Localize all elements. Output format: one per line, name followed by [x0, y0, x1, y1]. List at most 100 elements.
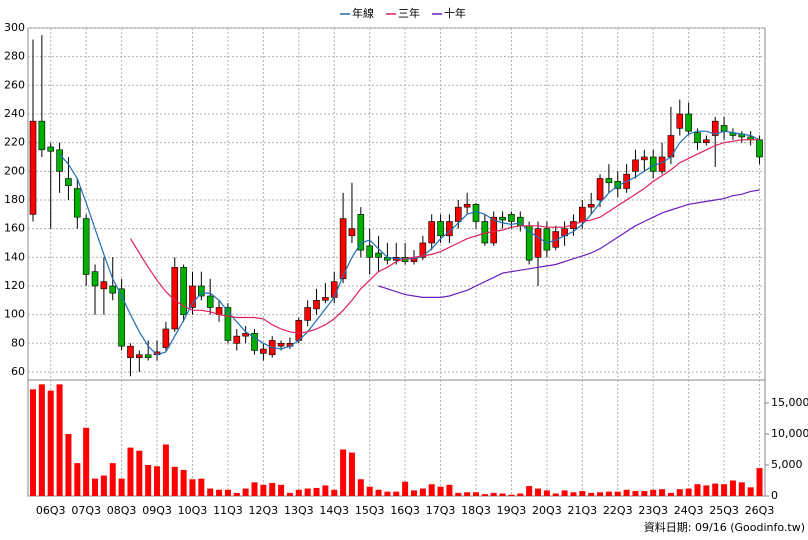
- candle-body: [189, 285, 196, 308]
- candle-body: [330, 281, 338, 298]
- x-tick-label: 19Q3: [497, 504, 527, 517]
- candle-body: [251, 332, 258, 351]
- candle-body: [91, 271, 99, 287]
- candle-body: [437, 221, 444, 237]
- candle-body: [614, 181, 622, 189]
- volume-bar: [154, 466, 161, 496]
- volume-bar: [614, 491, 621, 496]
- volume-bar: [650, 489, 657, 496]
- volume-bar: [632, 491, 639, 496]
- candle-body: [260, 348, 267, 354]
- volume-tick-label: 10,000: [771, 427, 808, 440]
- candle-body: [206, 295, 214, 308]
- volume-bar: [729, 480, 736, 496]
- candle-body: [198, 285, 205, 297]
- volume-bar: [171, 466, 178, 496]
- candle-body: [756, 139, 763, 158]
- candle-body: [454, 206, 462, 222]
- candle-body: [348, 228, 356, 237]
- candle-body: [658, 156, 666, 172]
- volume-bar: [703, 485, 710, 496]
- volume-bar: [278, 484, 285, 496]
- y-tick-label: 140: [4, 250, 25, 263]
- volume-bar: [499, 493, 506, 496]
- y-tick-label: 300: [4, 21, 25, 34]
- volume-bar: [419, 488, 426, 496]
- candle-body: [304, 307, 311, 321]
- volume-tick-label: 0: [771, 489, 778, 502]
- volume-bar: [641, 491, 648, 496]
- volume-bar: [269, 482, 276, 496]
- candle-body: [242, 332, 249, 337]
- x-tick-label: 20Q3: [532, 504, 562, 517]
- x-tick-label: 15Q3: [355, 504, 385, 517]
- candle-body: [711, 120, 719, 136]
- x-tick-label: 14Q3: [319, 504, 349, 517]
- x-tick-label: 26Q3: [745, 504, 775, 517]
- ma-line: [378, 189, 760, 298]
- volume-bar: [180, 469, 187, 496]
- volume-bar: [313, 487, 320, 496]
- candle-body: [100, 281, 108, 290]
- volume-bar: [322, 485, 329, 496]
- x-tick-label: 18Q3: [461, 504, 491, 517]
- candle-body: [109, 285, 117, 294]
- ma-line: [59, 130, 760, 356]
- volume-bar: [162, 444, 169, 496]
- candle-body: [508, 214, 515, 222]
- volume-bar: [623, 489, 630, 496]
- candle-body: [277, 343, 285, 347]
- candle-body: [676, 113, 684, 129]
- x-tick-label: 13Q3: [284, 504, 314, 517]
- x-tick-label: 10Q3: [178, 504, 208, 517]
- volume-bar: [756, 468, 763, 496]
- volume-bar: [552, 493, 559, 496]
- x-tick-label: 23Q3: [638, 504, 668, 517]
- legend-label: 年線: [352, 6, 374, 20]
- y-tick-label: 200: [4, 164, 25, 177]
- volume-bar: [473, 492, 479, 496]
- volume-bar: [535, 488, 542, 496]
- x-tick-label: 12Q3: [249, 504, 279, 517]
- volume-bar: [38, 384, 45, 496]
- x-tick-label: 25Q3: [709, 504, 739, 517]
- volume-bar: [251, 482, 258, 496]
- candle-body: [74, 188, 81, 218]
- volume-bar: [481, 494, 488, 496]
- candle-body: [339, 218, 347, 280]
- volume-bar: [464, 492, 471, 496]
- volume-bar: [543, 490, 550, 496]
- volume-bar: [738, 482, 745, 496]
- x-tick-label: 22Q3: [603, 504, 633, 517]
- volume-bar: [685, 488, 692, 496]
- volume-bar: [579, 491, 586, 496]
- volume-bar: [198, 478, 205, 496]
- volume-bar: [242, 488, 249, 496]
- volume-bar: [216, 489, 223, 496]
- candle-body: [118, 288, 125, 347]
- candle-body: [463, 203, 471, 208]
- x-tick-label: 06Q3: [36, 504, 66, 517]
- candle-body: [366, 245, 373, 258]
- candle-body: [605, 178, 613, 184]
- candle-body: [56, 149, 63, 172]
- candle-body: [534, 228, 542, 258]
- volume-bar: [694, 484, 701, 496]
- volume-bar: [659, 489, 666, 496]
- volume-bar: [570, 492, 577, 496]
- candle-body: [357, 214, 365, 251]
- volume-tick-label: 15,000: [771, 396, 808, 409]
- candle-body: [233, 335, 241, 344]
- volume-bar: [561, 490, 568, 496]
- y-tick-label: 220: [4, 136, 25, 149]
- volume-bar: [605, 491, 612, 496]
- volume-bar: [676, 489, 683, 496]
- legend-label: 三年: [398, 6, 420, 20]
- y-tick-label: 60: [11, 365, 25, 378]
- x-tick-label: 16Q3: [390, 504, 420, 517]
- volume-bar: [127, 447, 134, 496]
- volume-bar: [410, 490, 417, 496]
- volume-bar: [393, 491, 400, 496]
- candle-body: [47, 146, 55, 152]
